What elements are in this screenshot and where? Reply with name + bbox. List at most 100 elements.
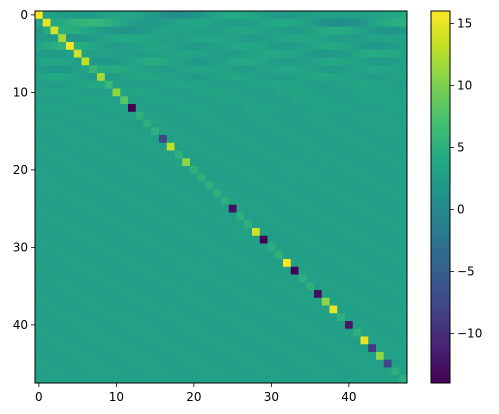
heatmap-cell [213, 305, 222, 314]
heatmap-cell [345, 26, 354, 35]
heatmap-cell [97, 290, 106, 299]
heatmap-cell [151, 142, 160, 151]
heatmap-cell [252, 212, 261, 221]
heatmap-cell [259, 135, 268, 144]
heatmap-cell [321, 359, 330, 368]
heatmap-cell [236, 359, 245, 368]
heatmap-cell [244, 305, 253, 314]
heatmap-cell [283, 111, 292, 120]
heatmap-cell [166, 197, 175, 206]
heatmap-cell [213, 104, 222, 113]
heatmap-cell [236, 189, 245, 198]
heatmap-cell [228, 336, 237, 345]
heatmap-cell [252, 344, 261, 353]
heatmap-cell [376, 197, 385, 206]
heatmap-cell [306, 80, 315, 89]
heatmap-cell [197, 173, 206, 182]
heatmap-cell [290, 104, 299, 113]
heatmap-cell [205, 150, 214, 159]
heatmap-cell [66, 104, 75, 113]
heatmap-cell [321, 104, 330, 113]
heatmap-cell [135, 96, 144, 105]
heatmap-cell [42, 367, 51, 376]
heatmap-cell [128, 204, 137, 213]
heatmap-cell [329, 65, 338, 74]
heatmap-cell [166, 290, 175, 299]
heatmap-cell [368, 189, 377, 198]
heatmap-cell [391, 150, 400, 159]
heatmap-cell [345, 197, 354, 206]
heatmap-cell [360, 290, 369, 299]
heatmap-cell [252, 158, 261, 167]
heatmap-cell [42, 336, 51, 345]
heatmap-cell [228, 111, 237, 120]
heatmap-cell [360, 127, 369, 136]
heatmap-cell [306, 243, 315, 252]
heatmap-cell [306, 11, 315, 20]
heatmap-cell [228, 220, 237, 229]
heatmap-cell [112, 80, 121, 89]
heatmap-cell [112, 166, 121, 175]
heatmap-cell [252, 328, 261, 337]
heatmap-cell [151, 235, 160, 244]
plot-frame [34, 10, 408, 384]
heatmap-cell [290, 135, 299, 144]
heatmap-cell [244, 119, 253, 128]
heatmap-cell [368, 111, 377, 120]
heatmap-cell [166, 344, 175, 353]
heatmap-cell [89, 251, 98, 260]
heatmap-cell [275, 18, 284, 27]
heatmap-cell [97, 18, 106, 27]
heatmap-cell [89, 166, 98, 175]
heatmap-cell [368, 18, 377, 27]
heatmap-cell [73, 243, 82, 252]
heatmap-cell [112, 57, 121, 66]
heatmap-cell [337, 321, 346, 330]
heatmap-cell [267, 274, 276, 283]
heatmap-cell [213, 228, 222, 237]
heatmap-cell [213, 297, 222, 306]
heatmap-cell [275, 375, 284, 384]
heatmap-cell [298, 274, 307, 283]
heatmap-cell [97, 73, 106, 82]
heatmap-cell [321, 111, 330, 120]
heatmap-cell [120, 243, 129, 252]
heatmap-cell [298, 127, 307, 136]
heatmap-cell [290, 111, 299, 120]
heatmap-cell [267, 228, 276, 237]
heatmap-cell [221, 80, 230, 89]
heatmap-cell [66, 142, 75, 151]
heatmap-cell [275, 26, 284, 35]
heatmap-cell [383, 274, 392, 283]
heatmap-cell [345, 305, 354, 314]
heatmap-cell [252, 73, 261, 82]
heatmap-cell [190, 111, 199, 120]
heatmap-cell [376, 57, 385, 66]
heatmap-cell [97, 197, 106, 206]
heatmap-cell [205, 111, 214, 120]
heatmap-cell [112, 119, 121, 128]
heatmap-cell [182, 290, 191, 299]
heatmap-cell [383, 88, 392, 97]
heatmap-cell [128, 375, 137, 384]
heatmap-cell [259, 34, 268, 43]
heatmap-cell [306, 375, 315, 384]
heatmap-cell [259, 290, 268, 299]
heatmap-cell [283, 181, 292, 190]
heatmap-cell [35, 65, 44, 74]
heatmap-cell [283, 142, 292, 151]
heatmap-cell [314, 26, 323, 35]
heatmap-cell [73, 173, 82, 182]
heatmap-cell [228, 96, 237, 105]
heatmap-cell [143, 150, 152, 159]
heatmap-cell [97, 26, 106, 35]
heatmap-cell [174, 197, 183, 206]
heatmap-cell [58, 212, 67, 221]
heatmap-cell [259, 197, 268, 206]
heatmap-cell [252, 243, 261, 252]
heatmap-cell [151, 11, 160, 20]
heatmap-cell [104, 73, 113, 82]
heatmap-cell [151, 290, 160, 299]
heatmap-cell [259, 282, 268, 291]
heatmap-cell [259, 336, 268, 345]
